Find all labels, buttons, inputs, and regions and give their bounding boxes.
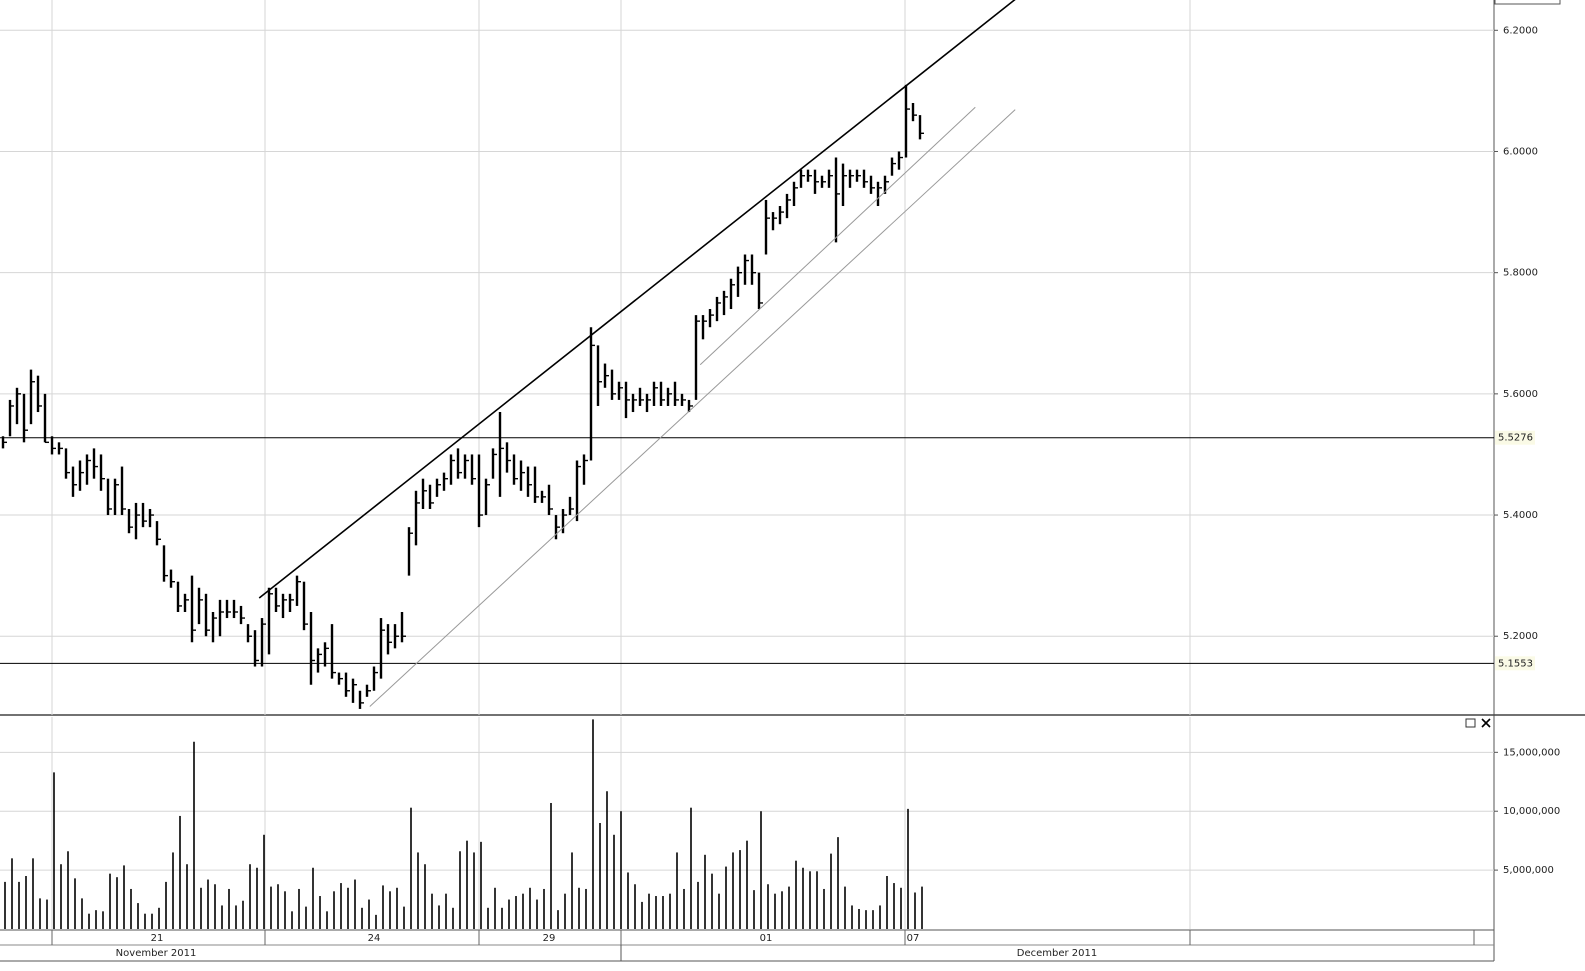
x-tick-label: 24 bbox=[368, 933, 381, 944]
month-label: December 2011 bbox=[1017, 948, 1097, 959]
y-tick-label: 5,000,000 bbox=[1503, 865, 1554, 876]
maximize-button[interactable] bbox=[1465, 718, 1476, 728]
y-tick-label: 15,000,000 bbox=[1503, 747, 1560, 758]
y-tick-label: 5.2000 bbox=[1503, 631, 1538, 642]
y-tick-label: 5.4000 bbox=[1503, 510, 1538, 521]
x-tick-label: 21 bbox=[151, 933, 164, 944]
y-tick-label: 5.6000 bbox=[1503, 389, 1538, 400]
y-tick-label: 6.0000 bbox=[1503, 146, 1538, 157]
close-button[interactable] bbox=[1481, 718, 1491, 728]
level-label: 5.5276 bbox=[1498, 433, 1533, 444]
level-label-box bbox=[1495, 430, 1535, 445]
level-label-box bbox=[1495, 656, 1535, 671]
y-tick-label: 5.8000 bbox=[1503, 268, 1538, 279]
x-tick-label: 01 bbox=[760, 933, 773, 944]
x-tick-label: 29 bbox=[543, 933, 556, 944]
x-tick-label: 07 bbox=[907, 933, 920, 944]
y-tick-label: 6.2000 bbox=[1503, 25, 1538, 36]
trendline bbox=[369, 109, 1016, 707]
y-tick-label: 10,000,000 bbox=[1503, 806, 1560, 817]
month-label: November 2011 bbox=[116, 948, 197, 959]
axis-widget bbox=[1494, 0, 1561, 5]
trendline bbox=[258, 0, 1016, 599]
level-label: 5.1553 bbox=[1498, 658, 1533, 669]
trendline bbox=[699, 106, 976, 366]
